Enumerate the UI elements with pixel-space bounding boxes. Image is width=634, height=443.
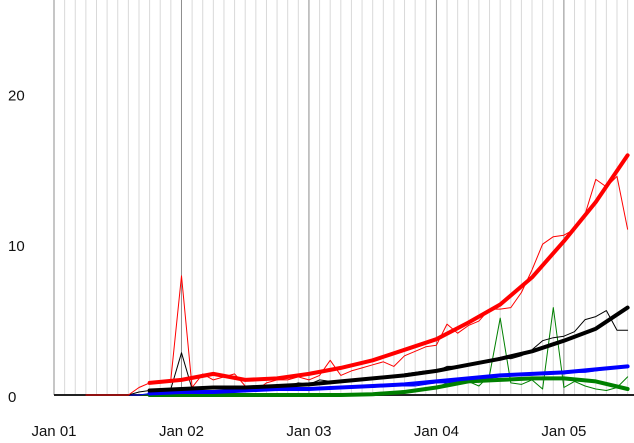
x-tick-label: Jan 04 bbox=[414, 423, 459, 440]
y-tick-label: 0 bbox=[8, 389, 16, 406]
x-tick-label: Jan 05 bbox=[541, 423, 586, 440]
series-line bbox=[147, 305, 630, 393]
series-line bbox=[147, 153, 630, 385]
series-line bbox=[147, 364, 630, 396]
x-tick-label: Jan 01 bbox=[31, 423, 76, 440]
x-tick-label: Jan 03 bbox=[286, 423, 331, 440]
y-tick-label: 20 bbox=[8, 87, 25, 104]
x-tick-label: Jan 02 bbox=[159, 423, 204, 440]
series-line bbox=[147, 376, 630, 397]
y-tick-label: 10 bbox=[8, 238, 25, 255]
series-line bbox=[85, 175, 629, 396]
